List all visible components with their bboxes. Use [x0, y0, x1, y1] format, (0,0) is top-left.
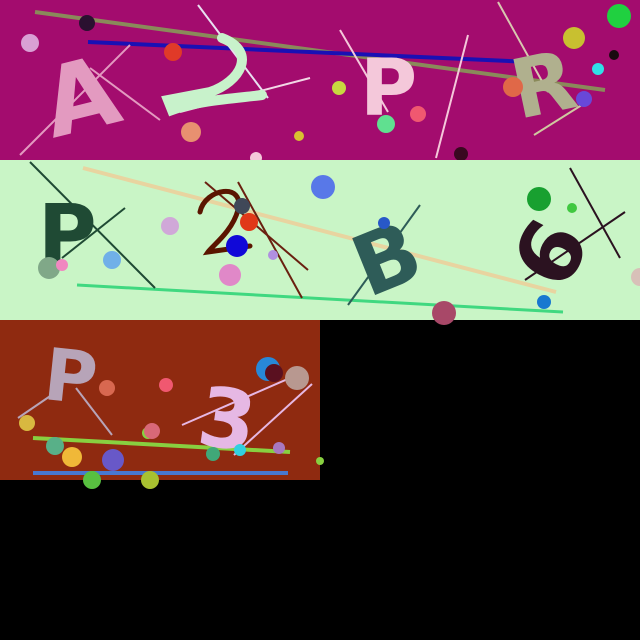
noise-line [76, 283, 564, 314]
noise-dot [102, 449, 124, 471]
noise-dot [377, 115, 395, 133]
noise-dot [527, 187, 551, 211]
noise-dot [607, 4, 631, 28]
noise-dot [38, 257, 60, 279]
noise-dot [432, 301, 456, 325]
noise-dot [576, 91, 592, 107]
noise-dot [454, 147, 468, 161]
noise-dot [609, 50, 619, 60]
noise-dot [285, 366, 309, 390]
noise-line [533, 102, 586, 136]
noise-dot [592, 63, 604, 75]
noise-dot [219, 264, 241, 286]
noise-line [237, 181, 303, 299]
noise-line [197, 4, 269, 99]
noise-dot [62, 447, 82, 467]
noise-line [347, 204, 421, 306]
noise-dot [268, 250, 278, 260]
noise-dot [206, 447, 220, 461]
noise-dot [294, 131, 304, 141]
noise-dot [410, 106, 426, 122]
noise-line [75, 387, 113, 436]
noise-dot [378, 217, 390, 229]
noise-dot [503, 77, 523, 97]
noise-dot [103, 251, 121, 269]
noise-dot [273, 442, 285, 454]
noise-dot [265, 364, 283, 382]
noise-dot [159, 378, 173, 392]
noise-dot [226, 235, 248, 257]
captcha-glyph: 3 [192, 369, 262, 471]
noise-dot [19, 415, 35, 431]
noise-line [82, 166, 557, 294]
noise-dot [21, 34, 39, 52]
captcha-glyph: P [40, 332, 101, 421]
noise-line [233, 383, 313, 456]
noise-dot [537, 295, 551, 309]
noise-dot [311, 175, 335, 199]
noise-dot [79, 15, 95, 31]
noise-line [435, 34, 469, 159]
noise-dot [56, 259, 68, 271]
noise-dot [161, 217, 179, 235]
noise-line [32, 436, 291, 454]
noise-line [61, 207, 126, 259]
captcha-glyph-2-stroke [161, 33, 267, 117]
noise-dot [563, 27, 585, 49]
noise-line [17, 387, 63, 419]
noise-line [87, 40, 553, 65]
panel-bottom: P 3 [0, 320, 324, 489]
noise-line [181, 377, 291, 426]
noise-line [497, 1, 549, 93]
noise-dot [631, 268, 640, 286]
noise-dot [240, 213, 258, 231]
noise-dot [234, 198, 250, 214]
noise-line [29, 161, 156, 289]
noise-line [89, 67, 161, 121]
panel-top: A P R [0, 0, 640, 164]
noise-dot [164, 43, 182, 61]
noise-dot [46, 437, 64, 455]
noise-dot [141, 471, 159, 489]
noise-line [19, 44, 131, 156]
noise-dot [567, 203, 577, 213]
noise-line [524, 211, 626, 281]
noise-dot [144, 423, 160, 439]
noise-line [339, 29, 389, 113]
noise-dot [83, 471, 101, 489]
noise-dot [99, 380, 115, 396]
noise-dot [332, 81, 346, 95]
panel-middle: P B 6 [0, 160, 640, 325]
noise-dot [316, 457, 324, 465]
noise-dot [181, 122, 201, 142]
noise-dot [234, 444, 246, 456]
noise-line [569, 167, 621, 259]
